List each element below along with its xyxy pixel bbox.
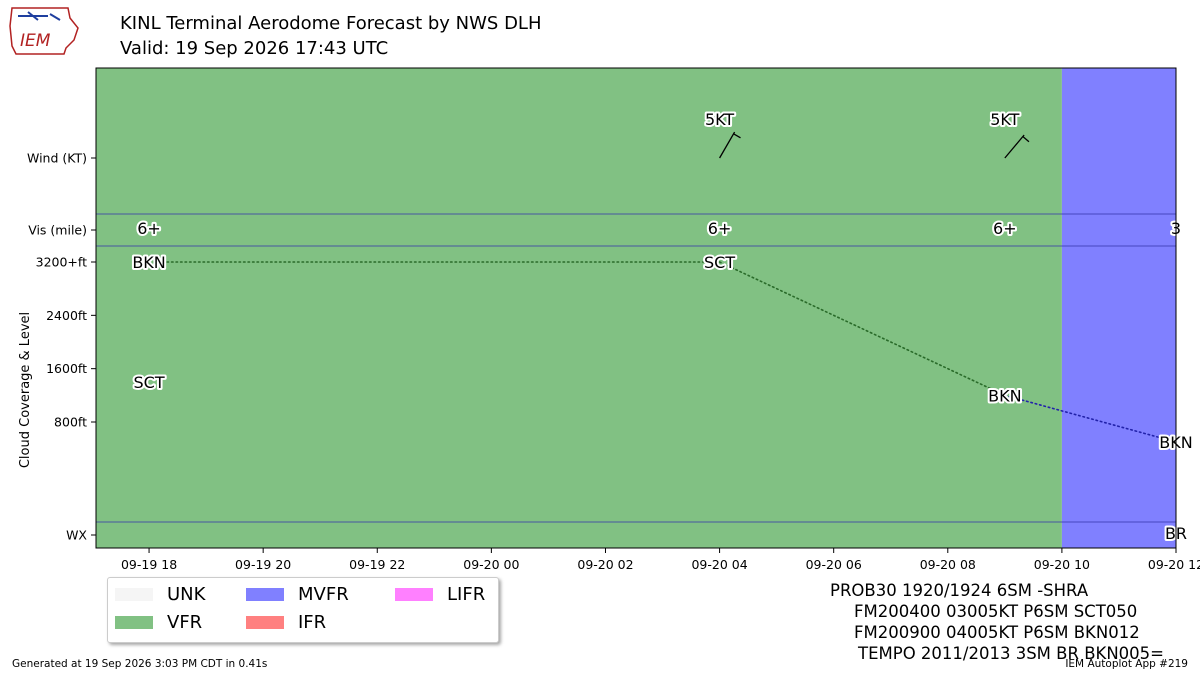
x-tick-label: 09-20 08	[920, 557, 976, 572]
y-axis-title: Cloud Coverage & Level	[18, 312, 33, 468]
legend-item-unk: UNK	[115, 584, 205, 605]
footer-app: IEM Autoplot App #219	[1065, 658, 1188, 670]
x-tick-label: 09-20 12	[1148, 557, 1200, 572]
y-label-vis: Vis (mile)	[28, 223, 87, 238]
y-label-wind: Wind (KT)	[27, 151, 87, 166]
x-tick-label: 09-20 10	[1034, 557, 1090, 572]
cloud-label: SCT	[704, 253, 735, 272]
wind-barb-staff	[1004, 134, 1025, 159]
taf-line: TEMPO 2011/2013 3SM BR BKN005=	[858, 644, 1164, 663]
chart-title: KINL Terminal Aerodome Forecast by NWS D…	[120, 13, 542, 34]
row-separators	[96, 213, 1176, 523]
cloud-line-segment	[1004, 394, 1177, 443]
y-label-wx: WX	[66, 528, 87, 543]
chart-subtitle: Valid: 19 Sep 2026 17:43 UTC	[120, 38, 389, 59]
legend-swatch-lifr	[395, 588, 433, 601]
wind-label-halo: 5KT	[705, 110, 734, 129]
x-tick-label: 09-20 02	[577, 557, 633, 572]
vis-label: 6+	[708, 219, 732, 238]
legend-swatch-unk	[115, 588, 153, 601]
cloud-label-halo: BKN	[988, 386, 1021, 405]
wind-barb-flag	[1022, 136, 1030, 143]
cloud-level-line	[148, 261, 1177, 443]
x-tick-label: 09-20 00	[463, 557, 519, 572]
taf-line: PROB30 1920/1924 6SM -SHRA	[830, 581, 1089, 600]
taf-text: PROB30 1920/1924 6SM -SHRA FM200400 03005…	[830, 580, 1164, 664]
footer-generated: Generated at 19 Sep 2026 3:03 PM CDT in …	[12, 658, 268, 670]
wind-barb-staff	[719, 131, 736, 159]
iem-logo: IEM	[9, 7, 79, 55]
logo-text: IEM	[20, 31, 51, 51]
vis-label-halo: 6+	[137, 219, 161, 238]
legend-swatch-vfr	[115, 616, 153, 629]
wind-label: 5KT	[990, 110, 1019, 129]
category-band	[1061, 68, 1176, 548]
vis-label: 6+	[137, 219, 161, 238]
vis-label-halo: 6+	[993, 219, 1017, 238]
y-tick-label-cloud: 3200+ft	[36, 255, 87, 270]
y-tick-label-cloud: 1600ft	[46, 361, 87, 376]
category-band	[96, 68, 1062, 548]
taf-line: FM200900 04005KT P6SM BKN012	[854, 623, 1140, 642]
x-tick-label: 09-20 06	[806, 557, 862, 572]
x-tick-label: 09-19 18	[121, 557, 177, 572]
legend-item-vfr: VFR	[115, 612, 202, 633]
flight-category-bands	[96, 68, 1176, 548]
vis-label-halo: 6+	[708, 219, 732, 238]
wind-label: 5KT	[705, 110, 734, 129]
cloud-label: SCT	[134, 373, 165, 392]
legend-swatch-ifr	[246, 616, 284, 629]
wind-barb-flag	[733, 133, 741, 139]
x-tick-label: 09-20 04	[691, 557, 747, 572]
legend: UNK MVFR LIFR VFR IFR	[107, 577, 499, 643]
cloud-label-halo: SCT	[134, 373, 165, 392]
plot-frame	[95, 67, 1177, 549]
wind-label-halo: 5KT	[990, 110, 1019, 129]
cloud-label-halo: BKN	[132, 253, 165, 272]
legend-swatch-mvfr	[246, 588, 284, 601]
vis-label: 6+	[993, 219, 1017, 238]
cloud-label: BKN	[132, 253, 165, 272]
y-tick-label-cloud: 800ft	[54, 415, 87, 430]
cloud-line-segment	[718, 261, 1006, 397]
chart-axes: 09-19 18 09-19 20 09-19 22 09-20 00 09-20 02…	[18, 151, 1200, 573]
legend-item-ifr: IFR	[246, 612, 326, 633]
x-tick-label: 09-19 22	[349, 557, 405, 572]
y-tick-label-cloud: 2400ft	[46, 308, 87, 323]
taf-line: FM200400 03005KT P6SM SCT050	[854, 602, 1138, 621]
legend-item-lifr: LIFR	[395, 584, 485, 605]
x-tick-label: 09-19 20	[235, 557, 291, 572]
cloud-label: BKN	[988, 386, 1021, 405]
cloud-label-halo: SCT	[704, 253, 735, 272]
legend-item-mvfr: MVFR	[246, 584, 349, 605]
